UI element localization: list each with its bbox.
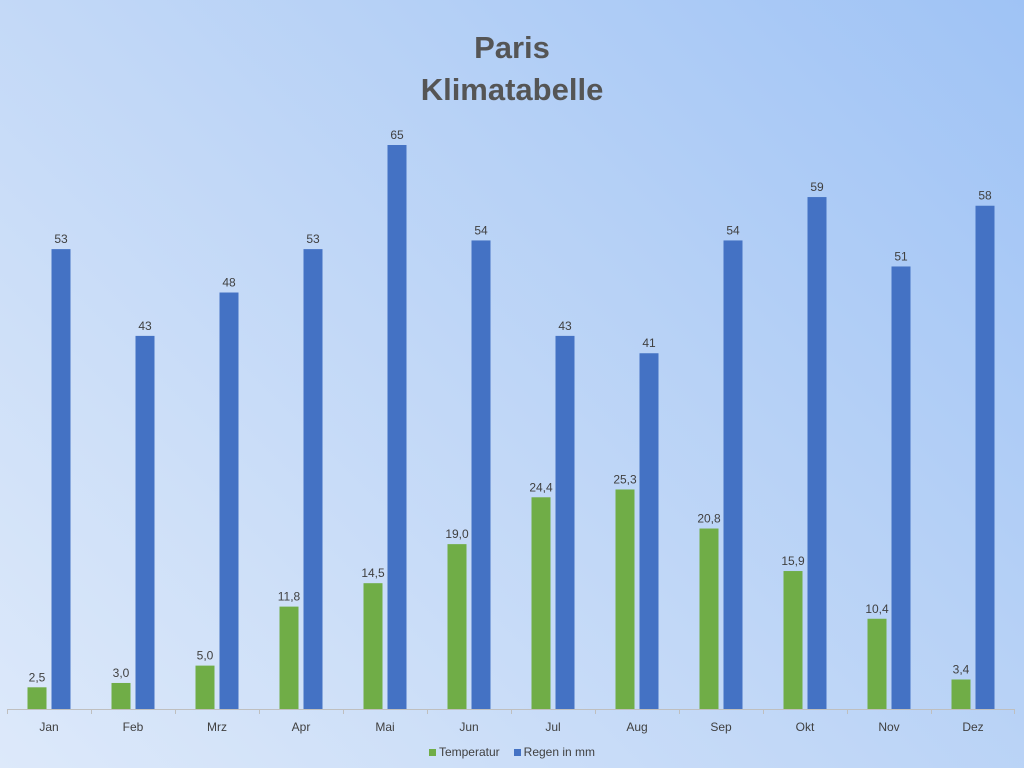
x-tick-label-mrz: Mrz — [207, 720, 227, 734]
x-tick-label-mai: Mai — [375, 720, 394, 734]
data-label-temperatur-okt: 15,9 — [781, 554, 805, 568]
bar-temperatur-jan — [27, 687, 47, 709]
legend-item-temperatur: Temperatur — [428, 745, 500, 759]
data-label-regen-dez: 58 — [978, 189, 992, 203]
bar-temperatur-okt — [783, 571, 803, 709]
data-label-temperatur-mrz: 5,0 — [197, 649, 214, 663]
bar-temperatur-apr — [279, 606, 299, 709]
x-tick-label-jan: Jan — [39, 720, 58, 734]
bar-regen-dez — [975, 205, 995, 709]
legend-swatch-regen — [513, 748, 521, 756]
legend: Temperatur Regen in mm — [0, 745, 1024, 759]
data-label-regen-apr: 53 — [306, 232, 320, 246]
bar-temperatur-jul — [531, 497, 551, 709]
x-tick-label-dez: Dez — [962, 720, 983, 734]
legend-label-temperatur: Temperatur — [438, 745, 500, 759]
data-label-regen-mrz: 48 — [222, 276, 236, 290]
x-tick-label-apr: Apr — [292, 720, 311, 734]
bar-temperatur-feb — [111, 682, 131, 709]
data-label-temperatur-feb: 3,0 — [113, 666, 130, 680]
data-label-regen-jan: 53 — [54, 232, 68, 246]
bar-regen-nov — [891, 266, 911, 709]
bar-regen-okt — [807, 197, 827, 710]
x-tick-label-okt: Okt — [796, 720, 815, 734]
bar-regen-mrz — [219, 292, 239, 709]
data-label-regen-okt: 59 — [810, 180, 824, 194]
x-tick-label-nov: Nov — [878, 720, 899, 734]
data-label-temperatur-dez: 3,4 — [953, 662, 970, 676]
bar-temperatur-mai — [363, 583, 383, 709]
bar-temperatur-sep — [699, 528, 719, 709]
bar-regen-apr — [303, 249, 323, 709]
legend-label-regen: Regen in mm — [523, 745, 596, 759]
bar-regen-jun — [471, 240, 491, 709]
data-label-regen-jun: 54 — [474, 223, 488, 237]
legend-item-regen: Regen in mm — [513, 745, 596, 759]
bar-temperatur-mrz — [195, 665, 215, 709]
data-label-temperatur-apr: 11,8 — [278, 590, 301, 604]
data-label-temperatur-jul: 24,4 — [529, 480, 553, 494]
x-tick-label-aug: Aug — [626, 720, 647, 734]
data-label-temperatur-mai: 14,5 — [361, 566, 385, 580]
data-label-regen-jul: 43 — [558, 319, 572, 333]
x-tick-label-jul: Jul — [545, 720, 560, 734]
data-label-regen-sep: 54 — [726, 223, 740, 237]
data-label-regen-nov: 51 — [894, 249, 908, 263]
x-tick-label-sep: Sep — [710, 720, 732, 734]
data-label-temperatur-aug: 25,3 — [613, 472, 637, 486]
data-label-temperatur-jun: 19,0 — [445, 527, 469, 541]
x-tick-label-feb: Feb — [123, 720, 144, 734]
x-tick-label-jun: Jun — [459, 720, 478, 734]
chart-title-line-2: Klimatabelle — [420, 72, 604, 107]
data-label-regen-feb: 43 — [138, 319, 152, 333]
bar-regen-sep — [723, 240, 743, 709]
data-label-regen-mai: 65 — [390, 128, 404, 142]
bar-regen-feb — [135, 335, 155, 709]
bar-regen-aug — [639, 353, 659, 709]
data-label-temperatur-sep: 20,8 — [697, 512, 721, 526]
bar-regen-mai — [387, 145, 407, 709]
bar-temperatur-nov — [867, 618, 887, 709]
data-label-regen-aug: 41 — [642, 336, 656, 350]
data-label-temperatur-nov: 10,4 — [865, 602, 889, 616]
legend-swatch-temperatur — [428, 748, 436, 756]
bar-temperatur-aug — [615, 489, 635, 709]
bar-regen-jan — [51, 249, 71, 709]
bar-temperatur-dez — [951, 679, 971, 709]
data-label-temperatur-jan: 2,5 — [29, 670, 46, 684]
bar-temperatur-jun — [447, 544, 467, 709]
bar-regen-jul — [555, 335, 575, 709]
chart-title-line-1: Paris — [474, 30, 550, 65]
